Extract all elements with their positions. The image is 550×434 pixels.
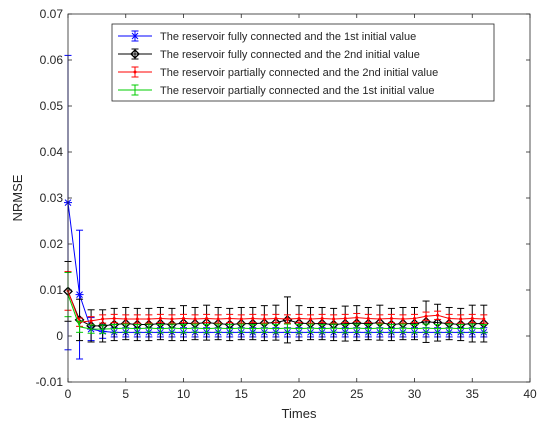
data-point [124,317,128,321]
data-point [355,316,359,320]
data-point [332,317,336,321]
x-tick-label: 5 [122,387,129,401]
data-point [170,317,174,321]
data-point [112,317,116,321]
y-axis-title: NRMSE [10,174,25,221]
data-point [470,317,474,321]
data-point [101,317,105,321]
data-point [297,317,301,321]
data-point [285,317,289,321]
data-point [436,313,440,317]
data-point [389,317,393,321]
data-point [447,317,451,321]
data-point [131,32,139,40]
data-point [182,317,185,321]
legend-label: The reservoir fully connected and the 2n… [160,49,420,61]
x-axis: 0 5 10 15 20 25 30 35 40 [65,14,537,401]
y-tick-label: 0 [56,329,63,343]
legend: The reservoir fully connected and the 1s… [111,23,495,102]
data-point [133,70,137,74]
y-tick-label: 0.01 [40,283,64,297]
legend-entry-2: The reservoir fully connected and the 2n… [118,48,420,61]
legend-entry-3: The reservoir partially connected and th… [118,66,438,79]
y-axis: -0.01 0 0.01 0.02 0.03 0.04 0.05 0.06 0.07 [36,7,530,389]
data-point [228,317,232,321]
data-point [413,317,416,321]
data-point [366,317,370,321]
legend-entry-4: The reservoir partially connected and th… [118,84,435,97]
x-axis-title: Times [282,406,317,421]
legend-label: The reservoir fully connected and the 1s… [160,31,416,43]
data-point [378,317,382,321]
legend-entry-1: The reservoir fully connected and the 1s… [118,30,416,43]
data-point [262,317,266,321]
y-tick-label: -0.01 [36,375,64,389]
x-tick-label: 15 [235,387,249,401]
y-tick-label: 0.05 [40,99,64,113]
data-point [309,317,313,321]
y-tick-label: 0.07 [40,7,64,21]
data-point [205,317,209,321]
x-tick-label: 35 [466,387,480,401]
data-point [482,317,486,321]
data-point [274,317,278,321]
x-tick-label: 20 [292,387,306,401]
y-tick-label: 0.06 [40,53,64,67]
x-tick-label: 25 [350,387,364,401]
y-tick-label: 0.02 [40,237,64,251]
x-tick-label: 10 [177,387,191,401]
legend-label: The reservoir partially connected and th… [160,67,438,79]
data-point [193,317,197,321]
data-point [135,317,139,321]
x-tick-label: 0 [65,387,72,401]
data-point [320,317,324,321]
data-point [424,314,428,318]
data-point [147,317,151,321]
data-point [89,319,93,323]
x-tick-label: 30 [408,387,422,401]
legend-box [111,23,495,102]
data-point [216,317,220,321]
y-tick-label: 0.04 [40,145,64,159]
data-point [251,317,255,321]
data-point [239,317,243,321]
series-4 [64,272,488,334]
data-point [158,317,162,321]
data-point [343,317,347,321]
data-point [401,317,405,321]
data-point [130,49,140,59]
legend-label: The reservoir partially connected and th… [160,85,435,97]
data-point [459,317,463,321]
y-tick-label: 0.03 [40,191,64,205]
x-tick-label: 40 [523,387,537,401]
data-point [76,291,83,298]
